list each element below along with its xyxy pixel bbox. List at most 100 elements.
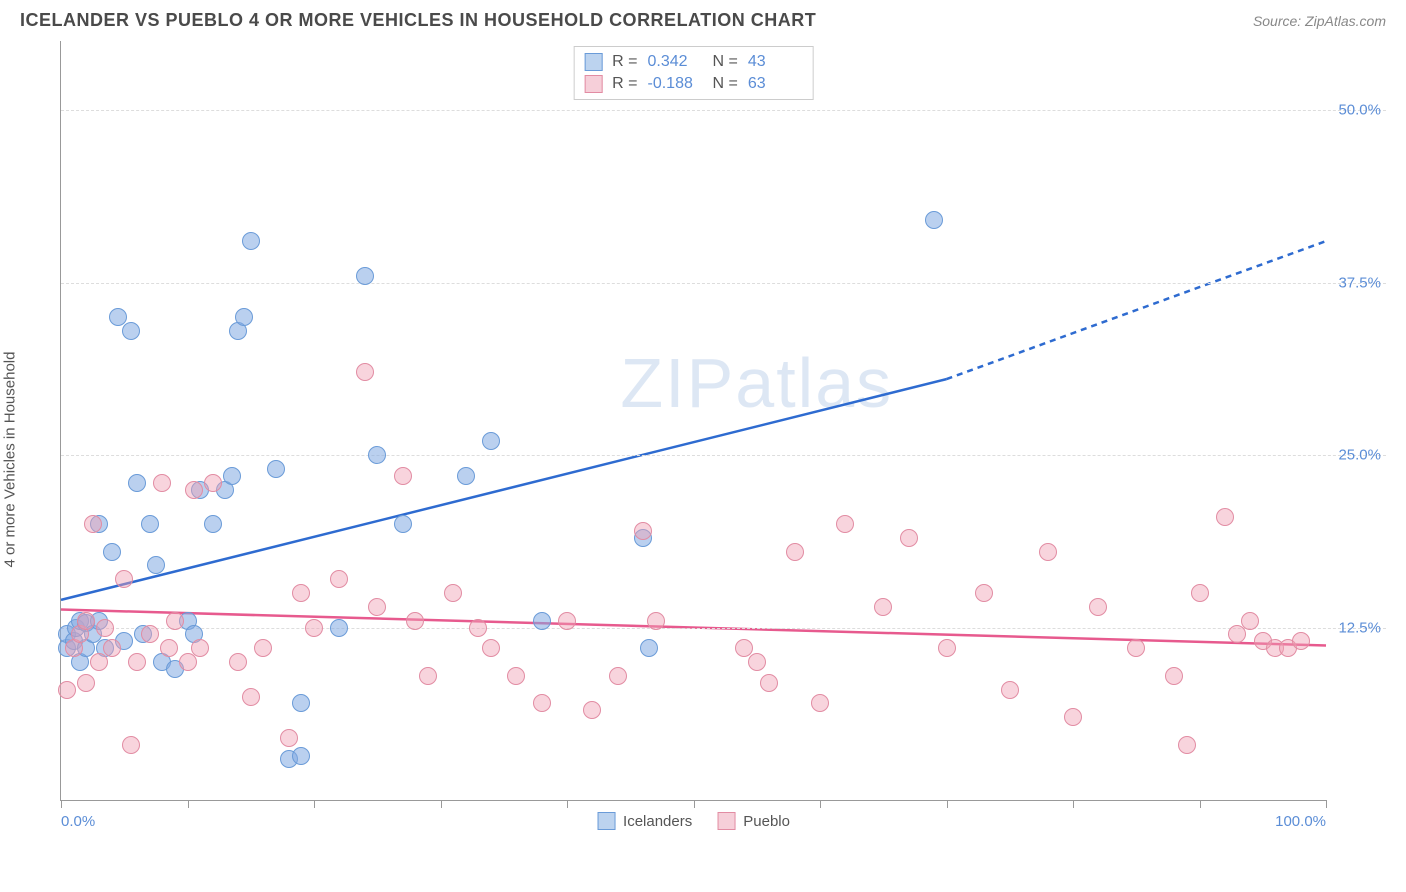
y-axis-label: 4 or more Vehicles in Household	[2, 352, 19, 568]
data-point-pueblo	[748, 653, 766, 671]
data-point-pueblo	[938, 639, 956, 657]
r-value-icelanders: 0.342	[648, 53, 703, 71]
data-point-pueblo	[1216, 508, 1234, 526]
data-point-pueblo	[84, 515, 102, 533]
data-point-pueblo	[58, 681, 76, 699]
legend-label-pueblo: Pueblo	[743, 813, 790, 830]
n-value-pueblo: 63	[748, 75, 803, 93]
trend-lines-svg	[61, 41, 1326, 800]
data-point-pueblo	[558, 612, 576, 630]
data-point-icelanders	[128, 474, 146, 492]
watermark-atlas: atlas	[735, 344, 893, 422]
data-point-icelanders	[235, 308, 253, 326]
legend-swatch-pueblo	[717, 812, 735, 830]
data-point-pueblo	[179, 653, 197, 671]
data-point-icelanders	[223, 467, 241, 485]
xtick	[694, 800, 695, 808]
data-point-icelanders	[640, 639, 658, 657]
chart-title: ICELANDER VS PUEBLO 4 OR MORE VEHICLES I…	[20, 10, 816, 31]
data-point-icelanders	[292, 694, 310, 712]
r-value-pueblo: -0.188	[648, 75, 703, 93]
data-point-icelanders	[204, 515, 222, 533]
chart-source: Source: ZipAtlas.com	[1253, 13, 1386, 29]
data-point-icelanders	[147, 556, 165, 574]
swatch-icelanders	[584, 53, 602, 71]
data-point-icelanders	[356, 267, 374, 285]
data-point-pueblo	[394, 467, 412, 485]
data-point-pueblo	[160, 639, 178, 657]
data-point-pueblo	[305, 619, 323, 637]
ytick-label: 12.5%	[1338, 619, 1381, 636]
n-label: N =	[713, 53, 738, 71]
xtick	[1200, 800, 1201, 808]
bottom-legend: Icelanders Pueblo	[597, 812, 790, 830]
data-point-pueblo	[444, 584, 462, 602]
data-point-pueblo	[368, 598, 386, 616]
data-point-pueblo	[1001, 681, 1019, 699]
data-point-pueblo	[482, 639, 500, 657]
xtick	[188, 800, 189, 808]
legend-swatch-icelanders	[597, 812, 615, 830]
xtick	[441, 800, 442, 808]
data-point-pueblo	[1178, 736, 1196, 754]
ytick-label: 25.0%	[1338, 447, 1381, 464]
data-point-pueblo	[609, 667, 627, 685]
data-point-pueblo	[1228, 625, 1246, 643]
xtick	[1073, 800, 1074, 808]
xtick-label: 100.0%	[1275, 813, 1326, 830]
data-point-pueblo	[280, 729, 298, 747]
swatch-pueblo	[584, 75, 602, 93]
stats-row-icelanders: R = 0.342 N = 43	[584, 51, 803, 73]
xtick	[567, 800, 568, 808]
data-point-pueblo	[90, 653, 108, 671]
data-point-icelanders	[457, 467, 475, 485]
data-point-icelanders	[103, 543, 121, 561]
data-point-pueblo	[191, 639, 209, 657]
data-point-pueblo	[583, 701, 601, 719]
data-point-pueblo	[647, 612, 665, 630]
data-point-pueblo	[77, 612, 95, 630]
data-point-icelanders	[292, 747, 310, 765]
n-value-icelanders: 43	[748, 53, 803, 71]
grid-line	[61, 455, 1386, 456]
xtick	[947, 800, 948, 808]
data-point-pueblo	[469, 619, 487, 637]
grid-line	[61, 283, 1386, 284]
data-point-icelanders	[242, 232, 260, 250]
data-point-pueblo	[874, 598, 892, 616]
data-point-pueblo	[1191, 584, 1209, 602]
data-point-pueblo	[356, 363, 374, 381]
data-point-pueblo	[204, 474, 222, 492]
chart-container: 4 or more Vehicles in Household ZIPatlas…	[20, 41, 1386, 861]
data-point-pueblo	[77, 674, 95, 692]
grid-line	[61, 628, 1386, 629]
data-point-pueblo	[103, 639, 121, 657]
data-point-pueblo	[1241, 612, 1259, 630]
r-label: R =	[612, 75, 637, 93]
trend-line-dash-icelanders	[947, 241, 1327, 379]
data-point-icelanders	[122, 322, 140, 340]
data-point-pueblo	[96, 619, 114, 637]
data-point-pueblo	[900, 529, 918, 547]
data-point-pueblo	[166, 612, 184, 630]
data-point-pueblo	[507, 667, 525, 685]
data-point-pueblo	[836, 515, 854, 533]
legend-item-pueblo: Pueblo	[717, 812, 790, 830]
r-label: R =	[612, 53, 637, 71]
watermark-zip: ZIP	[620, 344, 735, 422]
data-point-pueblo	[185, 481, 203, 499]
data-point-pueblo	[406, 612, 424, 630]
data-point-pueblo	[122, 736, 140, 754]
data-point-icelanders	[267, 460, 285, 478]
xtick-label: 0.0%	[61, 813, 95, 830]
data-point-pueblo	[229, 653, 247, 671]
data-point-pueblo	[1292, 632, 1310, 650]
xtick	[61, 800, 62, 808]
legend-item-icelanders: Icelanders	[597, 812, 692, 830]
data-point-pueblo	[1064, 708, 1082, 726]
data-point-pueblo	[153, 474, 171, 492]
data-point-pueblo	[975, 584, 993, 602]
xtick	[1326, 800, 1327, 808]
data-point-icelanders	[368, 446, 386, 464]
data-point-pueblo	[760, 674, 778, 692]
